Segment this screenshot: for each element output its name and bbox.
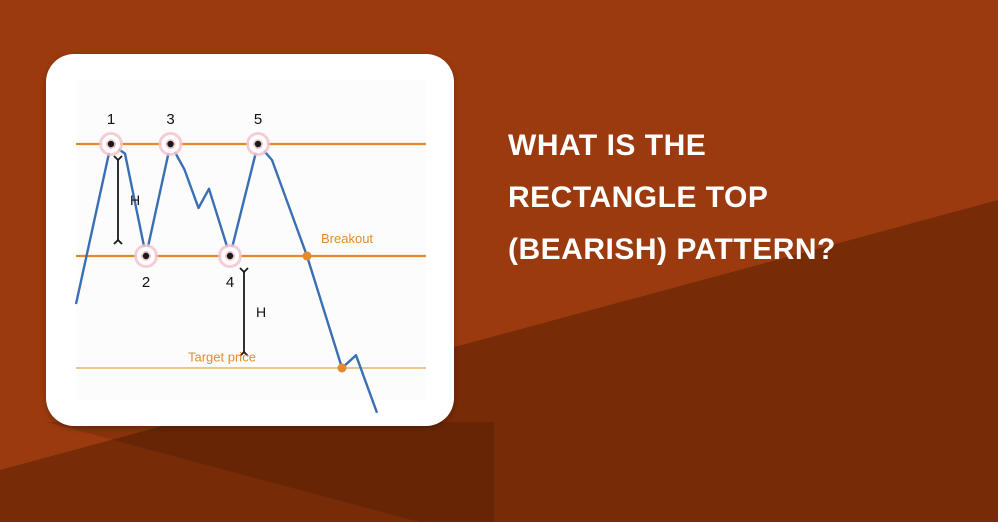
height-arrow-1 — [114, 156, 122, 244]
height-label-2: H — [256, 304, 266, 320]
touch-dot-5 — [255, 141, 261, 147]
breakout-dot — [303, 252, 312, 261]
touch-label-5: 5 — [254, 111, 262, 128]
target-price-label: Target price — [188, 350, 256, 365]
slide-title-line: RECTANGLE TOP — [508, 172, 836, 224]
touch-dot-3 — [167, 141, 173, 147]
slide-title-line: (BEARISH) PATTERN? — [508, 224, 836, 276]
chart-svg: 1 2 3 4 5 H H Breakout Target price — [46, 54, 454, 426]
breakout-label: Breakout — [321, 231, 373, 246]
touch-label-2: 2 — [142, 274, 150, 291]
height-arrow-2 — [240, 268, 248, 356]
slide-title-line: WHAT IS THE — [508, 120, 836, 172]
target-dot — [338, 364, 347, 373]
touch-dot-2 — [143, 253, 149, 259]
touch-dot-1 — [108, 141, 114, 147]
slide-title: WHAT IS THERECTANGLE TOP(BEARISH) PATTER… — [508, 120, 836, 276]
touch-label-1: 1 — [107, 111, 115, 128]
touch-dot-4 — [227, 253, 233, 259]
slide-root: 1 2 3 4 5 H H Breakout Target price WHAT IS THER… — [0, 0, 998, 522]
touch-label-4: 4 — [226, 274, 234, 291]
height-label-1: H — [130, 192, 140, 208]
touch-label-3: 3 — [166, 111, 174, 128]
chart-card: 1 2 3 4 5 H H Breakout Target price — [46, 54, 454, 426]
